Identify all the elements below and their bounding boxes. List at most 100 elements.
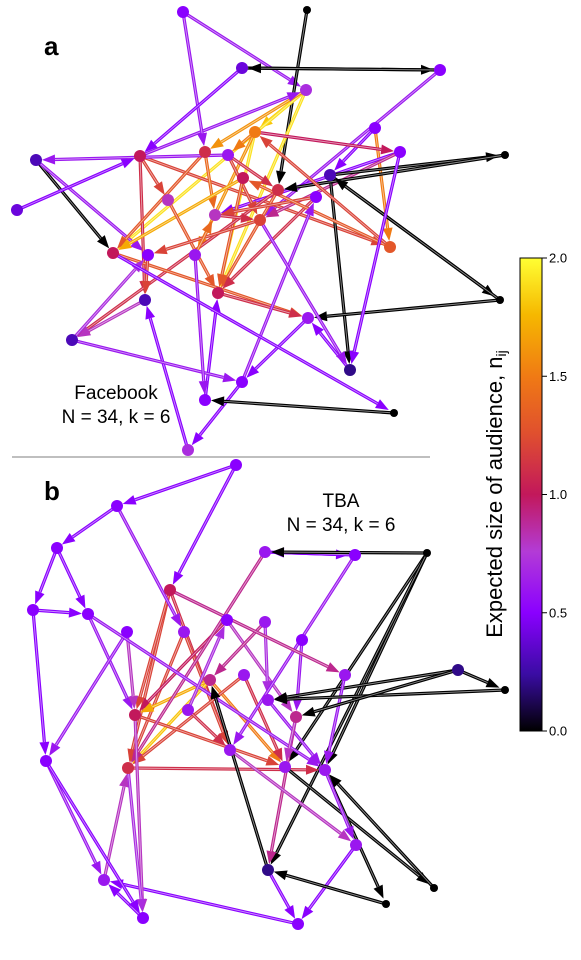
node-b-6: [164, 584, 176, 596]
edge-highlight-a-29: [221, 177, 244, 275]
node-a-11: [222, 149, 234, 161]
arrowhead-a-3: [247, 63, 262, 74]
arrowhead-a-46: [246, 365, 260, 378]
edge-highlight-b-55: [134, 714, 143, 900]
arrowhead-a-65: [375, 399, 389, 411]
node-b-4: [349, 549, 361, 561]
node-a-5: [369, 122, 381, 134]
arrowhead-b-51: [35, 590, 45, 605]
arrowhead-a-8: [210, 137, 224, 149]
arrowhead-a-41: [248, 180, 263, 191]
node-a-18: [209, 209, 221, 221]
arrowhead-b-27: [268, 749, 282, 763]
arrowhead-a-39: [141, 280, 152, 295]
arrowhead-a-62: [198, 380, 209, 395]
edge-highlight-b-50: [116, 505, 176, 616]
arrowhead-b-44: [273, 870, 288, 881]
nodes-a: [11, 6, 509, 456]
arrowhead-b-13: [39, 741, 50, 756]
arrowhead-b-41: [284, 904, 296, 919]
arrowhead-b-34: [273, 694, 288, 705]
arrowhead-a-14: [130, 238, 144, 252]
arrowhead-a-59: [222, 372, 237, 383]
edge-highlight-a-61: [259, 219, 341, 354]
arrowhead-a-30: [118, 239, 132, 251]
arrowhead-b-53: [214, 662, 227, 676]
edge-highlight-a-48: [345, 185, 501, 301]
edge-highlight-b-26: [140, 679, 211, 755]
arrowhead-b-32: [309, 752, 322, 766]
edge-highlight-a-52: [223, 400, 395, 414]
edge-highlight-b-42: [308, 844, 357, 909]
edge-highlight-b-61: [215, 698, 269, 871]
edge-highlight-b-63: [324, 769, 350, 828]
edge-highlight-a-65: [112, 252, 378, 404]
node-b-20: [262, 694, 274, 706]
edge-highlight-b-28: [243, 674, 278, 750]
node-b-28: [98, 874, 110, 886]
edge-highlight-a-36: [167, 199, 210, 277]
node-a-13: [501, 151, 509, 159]
edge-highlight-a-27: [296, 154, 506, 188]
edge-highlight-b-52: [55, 631, 128, 746]
arrowhead-a-53: [145, 305, 156, 320]
arrowhead-a-48: [334, 178, 349, 191]
edge-highlight-a-46: [255, 317, 309, 370]
node-a-19: [162, 194, 174, 206]
arrowhead-b-57: [128, 899, 140, 913]
edge-highlight-b-56: [127, 767, 142, 900]
edge-highlight-b-43: [337, 783, 435, 889]
edge-highlight-b-14: [87, 613, 128, 698]
node-b-17: [238, 669, 250, 681]
edge-highlight-b-13: [32, 609, 45, 743]
arrowhead-a-57: [334, 157, 347, 171]
edge-highlight-a-44: [88, 299, 146, 332]
colorbar-tick-label-1: 0.5: [549, 605, 567, 620]
edge-highlight-b-57: [45, 760, 134, 903]
arrowhead-b-21: [292, 697, 303, 712]
edge-highlight-a-23: [227, 154, 263, 180]
node-b-7: [27, 604, 39, 616]
edge-highlight-a-1: [280, 9, 308, 172]
edge-highlight-a-57: [342, 127, 376, 162]
network-params-b: N = 34, k = 6: [287, 515, 396, 536]
edge-highlight-a-42: [269, 143, 391, 248]
arrowhead-a-34: [220, 206, 235, 217]
node-b-1: [111, 500, 123, 512]
node-b-26: [319, 764, 331, 776]
colorbar-label-sub: ij: [493, 350, 509, 356]
arrowhead-b-49: [233, 731, 245, 745]
arrowhead-b-5: [270, 547, 285, 558]
colorbar-tick-label-3: 1.5: [549, 369, 567, 384]
node-b-33: [137, 912, 149, 924]
network-title-b: TBA: [323, 491, 360, 512]
edge-highlight-b-35: [127, 767, 307, 771]
edge-highlight-a-60: [241, 214, 310, 383]
arrowhead-a-54: [286, 92, 301, 102]
edge-highlight-b-48: [137, 551, 266, 753]
colorbar-label: Expected size of audience, nij: [482, 350, 509, 638]
arrowhead-b-31: [212, 733, 226, 746]
edge-highlight-a-50: [199, 381, 243, 436]
node-a-3: [434, 64, 446, 76]
edge-highlight-a-6: [127, 89, 307, 242]
arrowhead-a-40: [202, 220, 213, 235]
node-b-15: [339, 669, 351, 681]
edge-highlight-b-54: [169, 589, 329, 668]
edge-highlight-a-59: [71, 339, 224, 378]
edge-highlight-b-15: [126, 631, 134, 697]
arrowhead-a-55: [197, 132, 207, 147]
colorbar-tick-label-4: 2.0: [549, 251, 567, 266]
node-b-29: [262, 864, 274, 876]
network-params-a: N = 34, k = 6: [62, 407, 171, 428]
arrowhead-a-23: [259, 175, 274, 187]
node-a-0: [177, 6, 189, 18]
node-b-22: [501, 686, 509, 694]
arrowhead-a-47: [313, 311, 328, 322]
node-a-8: [134, 150, 146, 162]
arrowhead-a-50: [191, 432, 204, 446]
arrowhead-b-56: [136, 898, 147, 913]
node-a-4: [300, 84, 312, 96]
node-b-31: [430, 884, 438, 892]
arrowhead-b-36: [337, 829, 352, 842]
